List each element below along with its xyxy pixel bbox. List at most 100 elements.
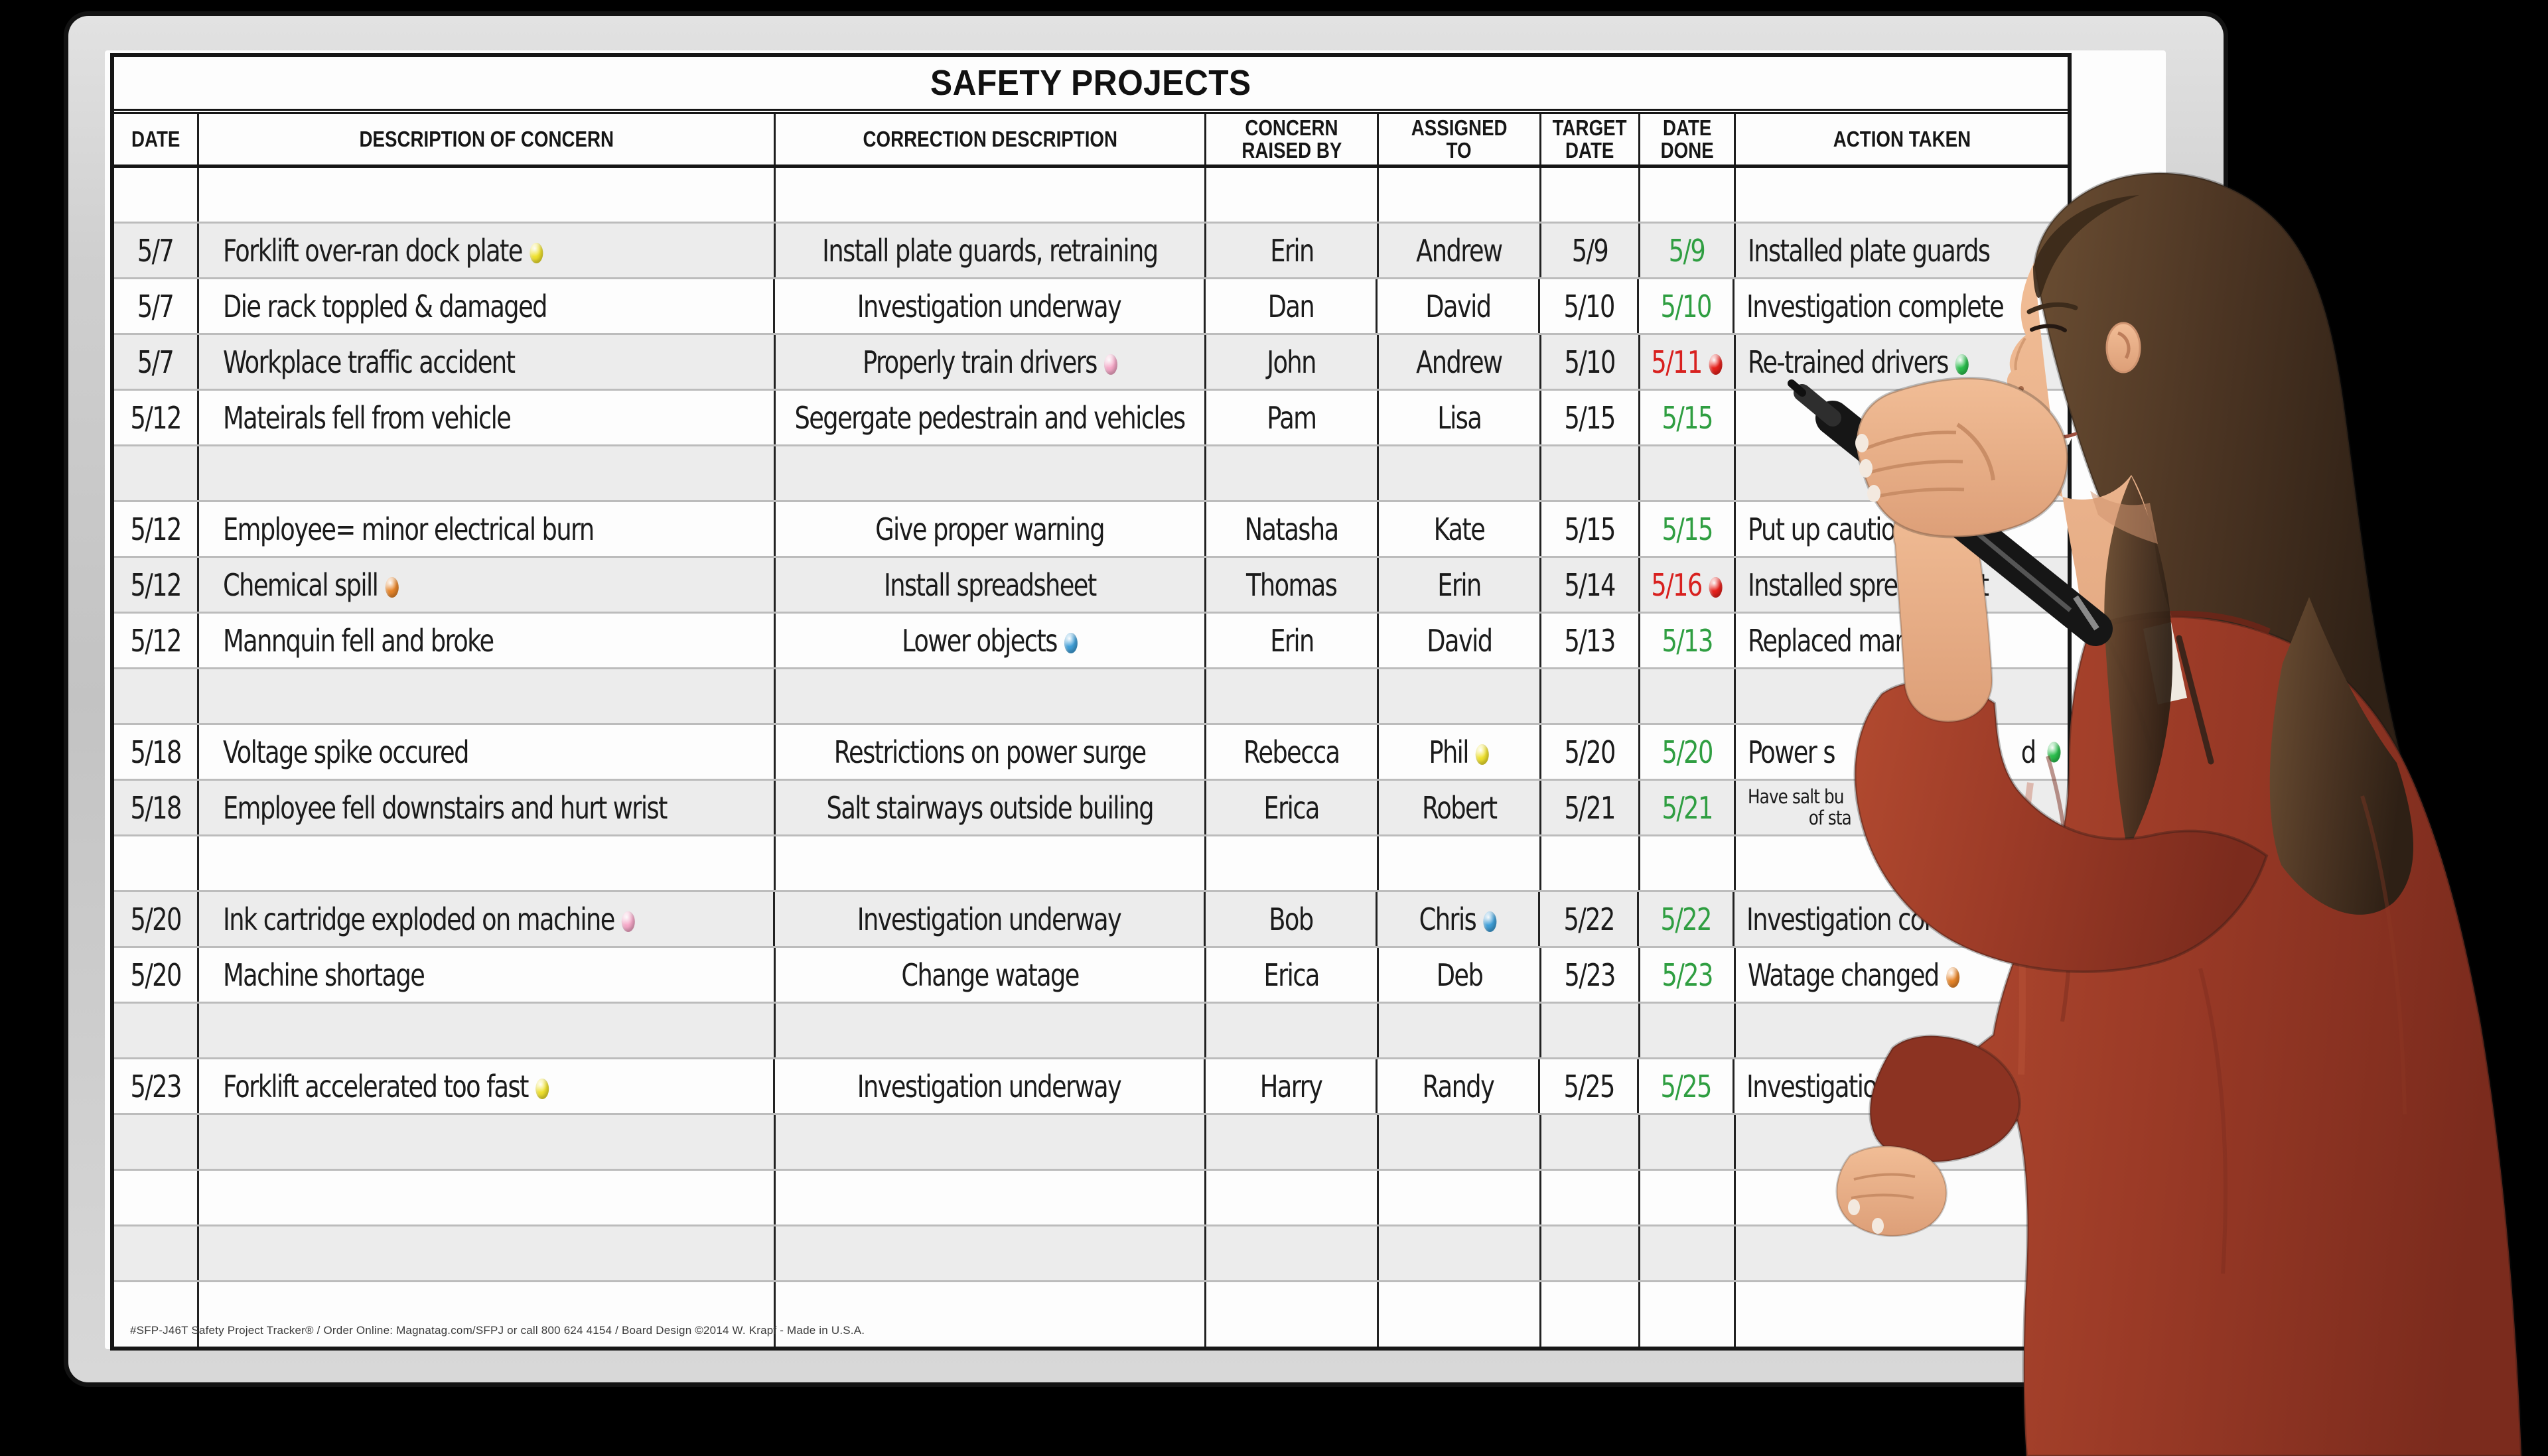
cell-assigned: Randy xyxy=(1378,1059,1541,1113)
eye xyxy=(2030,324,2067,332)
cell-corr: Salt stairways outside builing xyxy=(776,781,1206,834)
cell-assigned xyxy=(1379,168,1541,222)
column-header-date: DATE xyxy=(114,114,199,165)
column-header-corr: CORRECTION DESCRIPTION xyxy=(776,114,1206,165)
handwritten-text: 5/15 xyxy=(1564,511,1616,547)
column-header-label: DATE xyxy=(1565,138,1614,163)
jacket-fold xyxy=(2360,795,2407,1115)
cell-done xyxy=(1640,1171,1736,1224)
cell-corr xyxy=(776,1171,1206,1224)
handwritten-text: Bob xyxy=(1268,901,1314,937)
cell-assigned xyxy=(1379,1171,1541,1224)
column-header-label: TO xyxy=(1446,138,1472,163)
left-cuff xyxy=(1869,1034,2021,1163)
handwritten-text: Segergate pedestrain and vehicles xyxy=(794,399,1186,436)
table-row xyxy=(114,446,2068,502)
cell-raised: Pam xyxy=(1206,391,1379,444)
handwritten-text: Chemical spill xyxy=(223,567,399,603)
hand xyxy=(1855,376,2070,539)
handwritten-text: Give proper warning xyxy=(875,511,1105,547)
handwritten-text: Properly train drivers xyxy=(863,344,1117,380)
cell-date xyxy=(114,1282,199,1347)
handwritten-text: Erica xyxy=(1263,789,1320,826)
cell-target: 5/20 xyxy=(1541,725,1640,779)
cell-date: 5/20 xyxy=(114,948,199,1002)
cell-target: 5/25 xyxy=(1540,1059,1640,1113)
handwritten-text: Pam xyxy=(1267,399,1317,436)
handwritten-text: Chris xyxy=(1419,901,1497,937)
column-header-assigned: ASSIGNED TO xyxy=(1379,114,1541,165)
handwritten-text: 5/10 xyxy=(1563,288,1615,324)
table-row: 5/23 Forklift accelerated too fast Investi… xyxy=(114,1059,2068,1115)
cell-done xyxy=(1640,836,1736,890)
marker-nib xyxy=(1788,379,1806,397)
cell-raised xyxy=(1206,1004,1379,1057)
cell-date: 5/7 xyxy=(114,224,199,277)
cell-done: 5/13 xyxy=(1640,614,1736,667)
handwritten-text: Andrew xyxy=(1416,232,1503,269)
handwritten-text: Mateirals fell from vehicle xyxy=(223,399,512,436)
cell-assigned: Erin xyxy=(1379,558,1541,612)
cell-target: 5/21 xyxy=(1541,781,1640,834)
handwritten-text: 5/9 xyxy=(1571,232,1609,269)
handwritten-text: Salt stairways outside builing xyxy=(826,789,1155,826)
cell-desc xyxy=(199,836,776,890)
handwritten-text: Phil xyxy=(1429,734,1490,770)
handwritten-text: Machine shortage xyxy=(223,957,425,993)
handwritten-text: 5/22 xyxy=(1660,901,1712,937)
cell-assigned: Robert xyxy=(1379,781,1541,834)
fingernail xyxy=(1872,1218,1884,1234)
cell-target xyxy=(1541,446,1640,500)
column-header-label: TARGET xyxy=(1553,115,1627,140)
cell-done: 5/22 xyxy=(1639,892,1734,946)
cell-date: 5/7 xyxy=(114,279,199,333)
handwritten-text: 5/21 xyxy=(1564,789,1616,826)
table-header-row: DATE DESCRIPTION OF CONCERN CORRECTION DES… xyxy=(114,114,2068,168)
cell-desc: Forklift accelerated too fast xyxy=(199,1059,776,1113)
column-header-label: DONE xyxy=(1660,138,1714,163)
yellow-magnet-dot-icon xyxy=(530,242,543,263)
cell-raised: Natasha xyxy=(1206,502,1379,556)
cell-target: 5/13 xyxy=(1541,614,1640,667)
red-magnet-dot-icon xyxy=(1709,576,1723,598)
cell-corr: Give proper warning xyxy=(776,502,1206,556)
handwritten-text: 5/12 xyxy=(130,622,182,659)
woman-figure xyxy=(1788,171,2523,1456)
cell-date: 5/18 xyxy=(114,781,199,834)
left-hand xyxy=(1835,1145,1948,1237)
column-header-label: CORRECTION DESCRIPTION xyxy=(863,126,1117,151)
table-row xyxy=(114,168,2068,224)
handwritten-text: 5/15 xyxy=(1564,399,1616,436)
handwritten-text: 5/7 xyxy=(137,344,175,380)
cell-raised xyxy=(1206,1115,1379,1169)
cell-target xyxy=(1541,1171,1640,1224)
cell-assigned xyxy=(1379,1004,1541,1057)
left-hand-finger-line xyxy=(1851,1193,1914,1199)
cell-target xyxy=(1541,1004,1640,1057)
handwritten-text: Restrictions on power surge xyxy=(834,734,1147,770)
cell-desc: Die rack toppled & damaged xyxy=(199,279,776,333)
cell-corr xyxy=(776,1282,1206,1347)
fingernail xyxy=(1859,459,1873,478)
cell-done: 5/11 xyxy=(1640,335,1736,389)
column-header-target: TARGET DATE xyxy=(1541,114,1640,165)
cell-assigned xyxy=(1379,836,1541,890)
cell-target: 5/22 xyxy=(1540,892,1640,946)
cell-raised: Rebecca xyxy=(1206,725,1379,779)
column-header-desc: DESCRIPTION OF CONCERN xyxy=(199,114,776,165)
cell-raised xyxy=(1206,669,1379,723)
table-row: 5/18 Employee fell downstairs and hurt wr… xyxy=(114,781,2068,836)
cell-assigned xyxy=(1379,1226,1541,1280)
orange-magnet-dot-icon xyxy=(1946,966,1959,988)
cell-done: 5/23 xyxy=(1640,948,1736,1002)
cell-date xyxy=(114,1115,199,1169)
cell-action: Installed plate guards xyxy=(1736,224,2068,277)
handwritten-text: John xyxy=(1267,344,1317,380)
pink-magnet-dot-icon xyxy=(1104,354,1117,375)
table-row xyxy=(114,1282,2068,1347)
handwritten-text: Harry xyxy=(1259,1068,1322,1104)
cell-assigned: Kate xyxy=(1379,502,1541,556)
column-header-label: DESCRIPTION OF CONCERN xyxy=(359,126,614,151)
handwritten-text: Employee fell downstairs and hurt wrist xyxy=(223,789,668,826)
table-row xyxy=(114,1226,2068,1282)
